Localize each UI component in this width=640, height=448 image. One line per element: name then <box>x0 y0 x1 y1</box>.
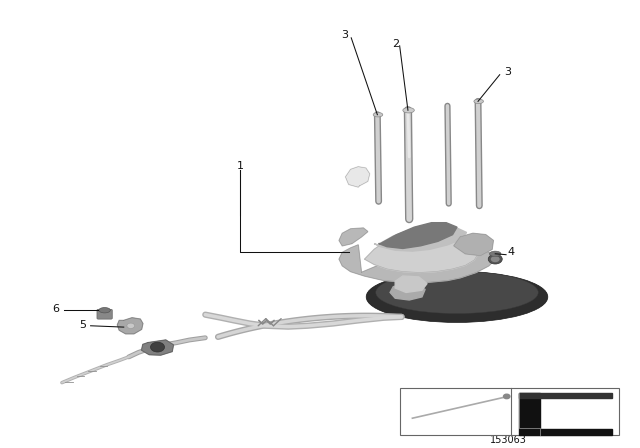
Polygon shape <box>374 226 467 251</box>
Polygon shape <box>346 167 370 187</box>
Polygon shape <box>117 318 143 334</box>
Text: 1: 1 <box>237 161 244 171</box>
Ellipse shape <box>376 271 538 314</box>
Ellipse shape <box>488 254 502 264</box>
Ellipse shape <box>491 256 500 262</box>
Text: 4: 4 <box>508 247 515 258</box>
Circle shape <box>504 394 510 399</box>
Polygon shape <box>519 393 612 435</box>
Polygon shape <box>454 233 493 255</box>
Polygon shape <box>365 233 478 272</box>
Bar <box>399 388 620 435</box>
Ellipse shape <box>403 108 414 113</box>
Polygon shape <box>141 340 173 355</box>
Polygon shape <box>339 245 495 282</box>
Ellipse shape <box>474 99 483 103</box>
Text: 5: 5 <box>79 320 86 330</box>
Ellipse shape <box>490 251 501 256</box>
Ellipse shape <box>366 271 548 323</box>
Polygon shape <box>339 228 368 246</box>
Polygon shape <box>395 276 427 293</box>
Text: 3: 3 <box>504 67 511 77</box>
Polygon shape <box>390 285 425 300</box>
Text: 7: 7 <box>412 389 420 399</box>
Text: 153063: 153063 <box>490 435 527 445</box>
Ellipse shape <box>99 308 110 313</box>
Text: 6: 6 <box>52 304 60 314</box>
Ellipse shape <box>127 323 134 328</box>
Text: 3: 3 <box>340 30 348 40</box>
FancyBboxPatch shape <box>97 309 112 319</box>
Polygon shape <box>519 393 612 398</box>
Ellipse shape <box>373 112 383 117</box>
Ellipse shape <box>150 342 164 352</box>
Text: 2: 2 <box>392 39 399 48</box>
Polygon shape <box>379 223 457 249</box>
